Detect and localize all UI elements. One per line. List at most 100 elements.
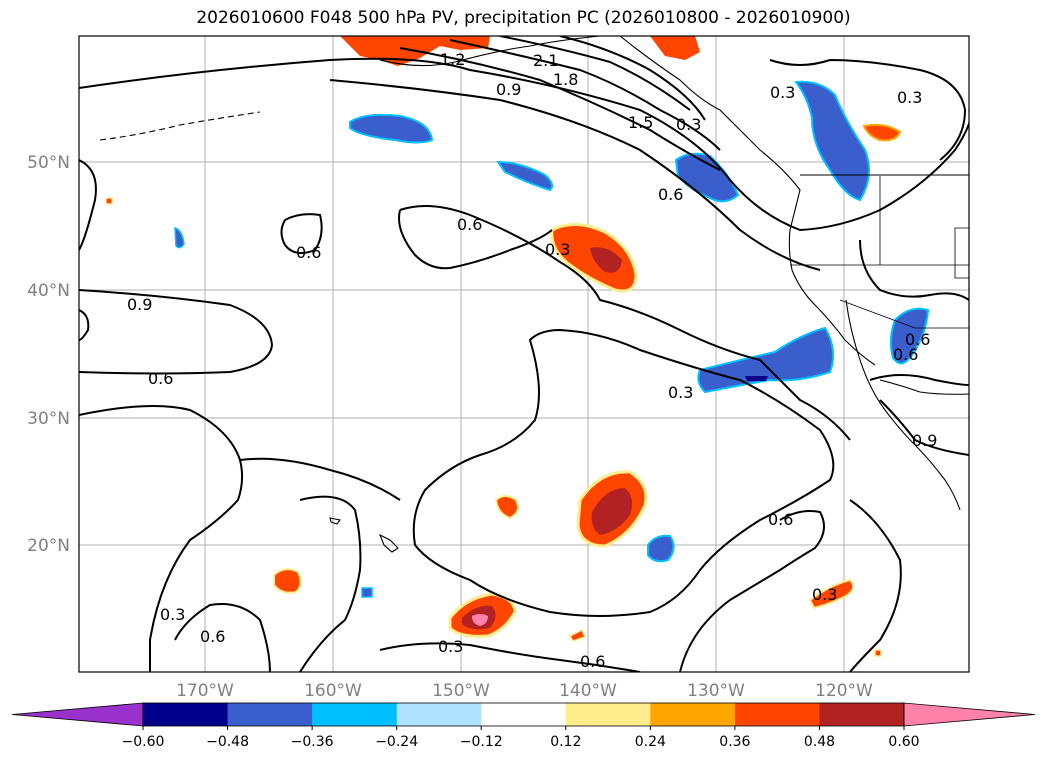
contour-label: 0.6 bbox=[893, 345, 918, 364]
hawaii-islands bbox=[378, 533, 399, 553]
colorbar-segment bbox=[734, 703, 820, 726]
pv-contour bbox=[79, 405, 244, 672]
contour-label: 0.3 bbox=[545, 240, 570, 259]
precip-positive-blob bbox=[568, 628, 587, 642]
precip-positive-blob bbox=[808, 578, 855, 610]
lon-label: 120°W bbox=[815, 681, 873, 701]
lon-label: 170°W bbox=[176, 681, 234, 701]
contour-label: 0.6 bbox=[658, 185, 683, 204]
precip-negative-blob bbox=[174, 226, 185, 249]
colorbar-segment bbox=[227, 703, 313, 726]
lat-label: 30°N bbox=[27, 409, 70, 429]
pv-contour bbox=[869, 374, 969, 386]
colorbar-tick-label: −0.60 bbox=[122, 734, 165, 750]
precip-positive-blob bbox=[874, 649, 882, 657]
pv-contour bbox=[412, 328, 835, 617]
contour-label: 0.6 bbox=[457, 215, 482, 234]
precip-positive-blob bbox=[650, 36, 700, 60]
pv-contour bbox=[299, 495, 362, 672]
contour-label: 1.8 bbox=[553, 70, 578, 89]
map-frame bbox=[78, 35, 970, 673]
pv-contour bbox=[398, 209, 553, 270]
pv-contours bbox=[79, 36, 969, 672]
colorbar-segment bbox=[819, 703, 905, 726]
precip-negative-blob bbox=[697, 326, 835, 394]
latitude-labels: 50°N 40°N 30°N 20°N bbox=[27, 153, 70, 556]
precip-positive-blob bbox=[273, 568, 302, 594]
contour-label: 0.6 bbox=[200, 627, 225, 646]
colorbar-tick-label: 0.12 bbox=[550, 734, 581, 750]
precip-negative-blob bbox=[496, 160, 554, 192]
lon-label: 130°W bbox=[687, 681, 745, 701]
precip-positive-peak bbox=[472, 614, 488, 626]
coastlines bbox=[99, 36, 969, 553]
pv-contour bbox=[859, 239, 969, 301]
north-america-west-coast bbox=[619, 36, 876, 366]
pv-contour bbox=[280, 213, 323, 255]
colorbar-tick-label: 0.60 bbox=[888, 734, 919, 750]
contour-label: 0.6 bbox=[580, 652, 605, 671]
pv-contour bbox=[79, 309, 90, 341]
contour-label: 2.1 bbox=[533, 51, 558, 70]
figure-title: 2026010600 F048 500 hPa PV, precipitatio… bbox=[196, 8, 851, 28]
longitude-labels: 170°W 160°W 150°W 140°W 130°W 120°W bbox=[176, 681, 873, 701]
contour-label: 0.6 bbox=[296, 243, 321, 262]
pv-contour bbox=[174, 603, 271, 672]
colorbar-segment bbox=[565, 703, 651, 726]
colorbar-tick-label: 0.36 bbox=[719, 734, 750, 750]
precip-negative-core bbox=[745, 376, 768, 381]
baja-gulf-coast bbox=[845, 299, 961, 511]
contour-labels: 2.1 1.8 1.5 1.2 0.9 0.6 0.6 0.6 0.9 0.6 … bbox=[127, 50, 937, 671]
pv-contour bbox=[679, 510, 825, 672]
contour-label: 0.3 bbox=[897, 88, 922, 107]
contour-label: 0.3 bbox=[668, 383, 693, 402]
pv-contour bbox=[329, 79, 821, 271]
contour-label: 0.6 bbox=[148, 369, 173, 388]
colorbar-segment bbox=[481, 703, 567, 726]
contour-label: 0.9 bbox=[912, 431, 937, 450]
lon-label: 150°W bbox=[432, 681, 490, 701]
precip-positive-blob bbox=[494, 495, 519, 520]
colorbar-segment bbox=[650, 703, 736, 726]
colorbar-frame bbox=[142, 702, 905, 727]
pv-contour bbox=[399, 205, 851, 441]
pv-contour bbox=[499, 36, 691, 111]
contour-label: 0.3 bbox=[770, 83, 795, 102]
lat-label: 20°N bbox=[27, 536, 70, 556]
precip-positive-core bbox=[591, 488, 633, 535]
lat-label: 40°N bbox=[27, 281, 70, 301]
contour-label: 0.3 bbox=[676, 115, 701, 134]
contour-label: 0.3 bbox=[438, 637, 463, 656]
colorbar-segment bbox=[143, 703, 229, 726]
colorbar-tick-label: −0.48 bbox=[206, 734, 249, 750]
colorbar-tick-label: 0.48 bbox=[804, 734, 835, 750]
colorbar-segment bbox=[396, 703, 482, 726]
pv-contour bbox=[849, 499, 902, 672]
contour-label: 0.9 bbox=[496, 80, 521, 99]
precip-positive-blob bbox=[862, 123, 902, 142]
colorbar-extend-max bbox=[903, 702, 1036, 727]
colorbar-tick-label: −0.12 bbox=[460, 734, 503, 750]
contour-label: 0.6 bbox=[768, 510, 793, 529]
precip-negative-blob bbox=[349, 113, 434, 144]
contour-label: 1.5 bbox=[628, 113, 653, 132]
alaska-coastline bbox=[379, 36, 601, 67]
pv-contour bbox=[79, 57, 969, 232]
colorbar: −0.60 −0.48 −0.36 −0.24 −0.12 0.12 0.24 0.36 0.4… bbox=[11, 702, 1036, 750]
precip-positive-core bbox=[590, 247, 622, 273]
contour-label: 0.3 bbox=[812, 585, 837, 604]
aleutian-islands bbox=[99, 111, 261, 141]
pv-contour bbox=[79, 159, 97, 251]
contour-label: 0.3 bbox=[160, 605, 185, 624]
hawaii-islands-small bbox=[329, 517, 341, 525]
pv-contour bbox=[399, 47, 721, 171]
pv-contour bbox=[79, 289, 274, 375]
pv-contour bbox=[449, 39, 721, 151]
precip-negative-blob bbox=[794, 80, 870, 202]
precip-positive-blob bbox=[105, 197, 113, 205]
pv-contour bbox=[239, 457, 401, 501]
mexico-coast bbox=[879, 379, 969, 395]
contour-label: 0.6 bbox=[905, 330, 930, 349]
us-state-border bbox=[954, 227, 969, 279]
